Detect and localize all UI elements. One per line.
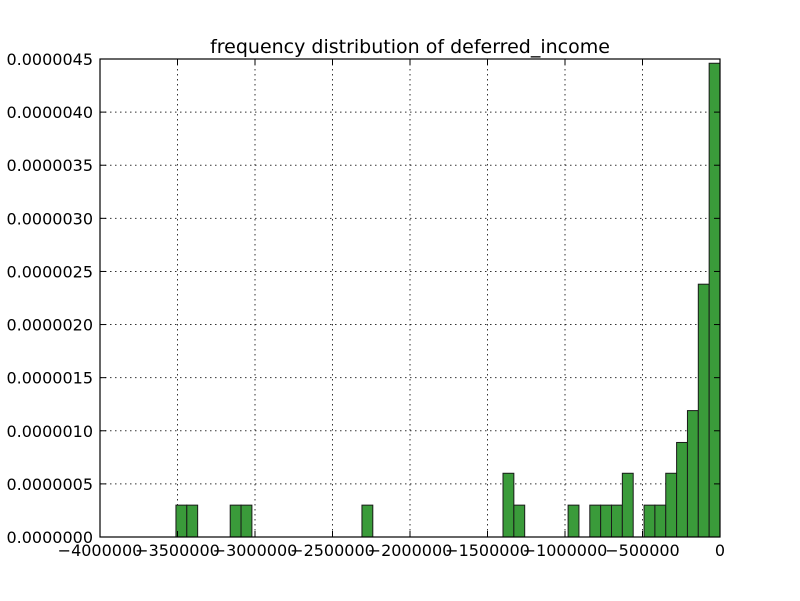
histogram-bar <box>567 504 580 538</box>
y-tick-label: 0.0000045 <box>6 50 93 69</box>
y-tick-label: 0.0000000 <box>6 528 93 547</box>
histogram-bar <box>676 441 688 538</box>
axis-ticks <box>99 58 721 538</box>
x-tick-label: −500000 <box>605 541 679 560</box>
histogram-bars <box>175 62 721 538</box>
histogram-bar <box>665 472 678 538</box>
histogram-bar <box>502 472 515 538</box>
histogram-bar <box>186 504 199 538</box>
x-tick-label: −4000000 <box>58 541 143 560</box>
histogram-bar <box>229 504 242 538</box>
histogram-bar <box>589 504 602 538</box>
x-tick-label: −1500000 <box>445 541 530 560</box>
y-tick-label: 0.0000035 <box>6 156 93 175</box>
y-axis-tick-labels: 0.0000000 0.0000005 0.0000010 0.0000015 0.00… <box>6 50 93 547</box>
histogram-bar <box>600 504 613 538</box>
histogram-bar <box>708 62 721 538</box>
histogram-bar <box>643 504 656 538</box>
grid-lines <box>100 59 720 537</box>
x-tick-label: −2500000 <box>290 541 375 560</box>
y-tick-label: 0.0000010 <box>6 422 93 441</box>
histogram-bar <box>686 410 699 538</box>
y-tick-label: 0.0000020 <box>6 316 93 335</box>
x-axis-tick-labels: −4000000−3500000−3000000−2500000−2000000… <box>58 541 725 560</box>
x-tick-label: −1000000 <box>523 541 608 560</box>
x-tick-label: −3500000 <box>135 541 220 560</box>
x-tick-label: 0 <box>715 541 725 560</box>
histogram-bar <box>361 504 374 538</box>
chart-title: frequency distribution of deferred_incom… <box>210 36 610 58</box>
y-tick-label: 0.0000030 <box>6 209 93 228</box>
histogram-bar <box>697 283 710 538</box>
y-tick-label: 0.0000015 <box>6 369 93 388</box>
y-tick-label: 0.0000005 <box>6 475 93 494</box>
histogram-bar <box>513 504 526 538</box>
y-tick-label: 0.0000025 <box>6 262 93 281</box>
histogram-bar <box>654 504 667 538</box>
histogram-bar <box>240 504 253 538</box>
histogram-bar <box>621 472 634 538</box>
x-tick-label: −2000000 <box>368 541 453 560</box>
x-tick-label: −3000000 <box>213 541 298 560</box>
histogram-bar <box>611 504 623 538</box>
y-tick-label: 0.0000040 <box>6 103 93 122</box>
